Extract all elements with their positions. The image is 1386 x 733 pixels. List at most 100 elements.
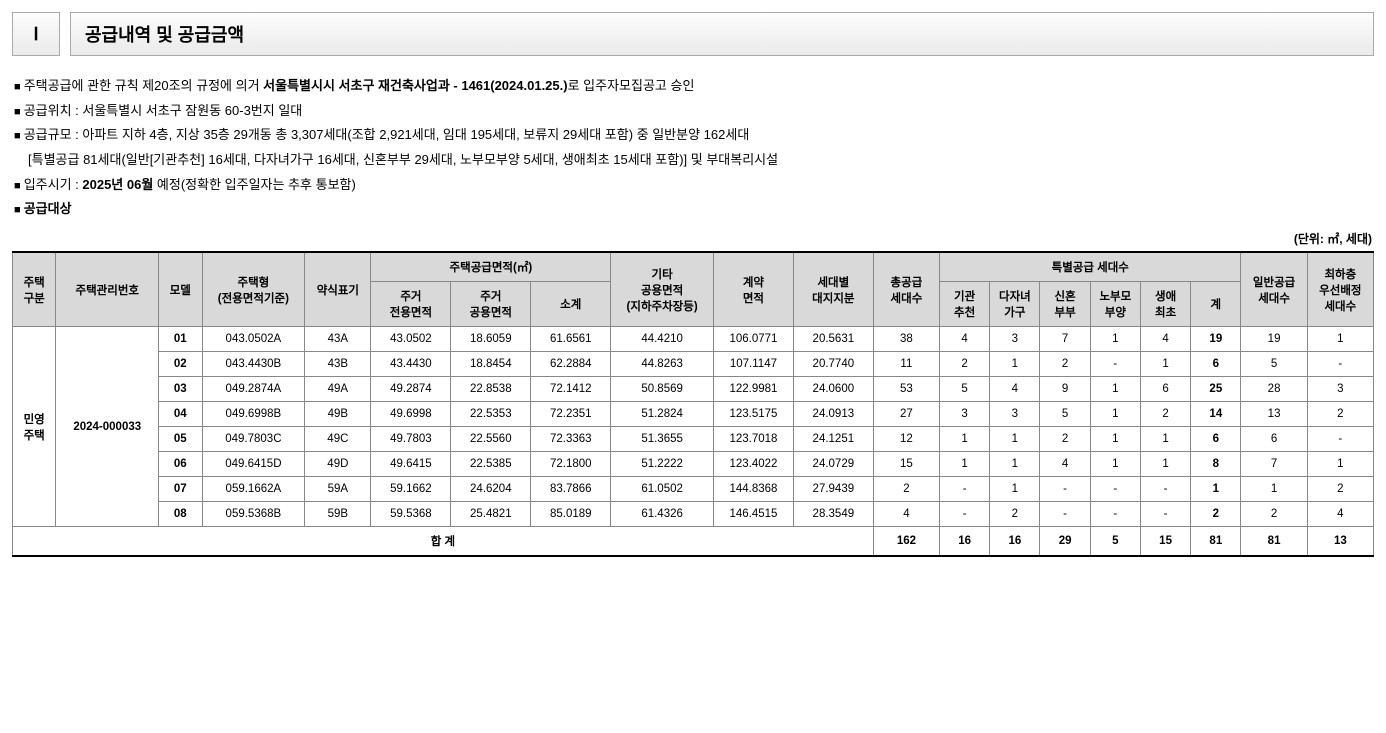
cell-sp-institution: 5 [940,377,990,402]
cell-model: 07 [159,477,202,502]
cell-common: 22.5353 [451,402,531,427]
cell-sp-elderly: - [1090,502,1140,527]
cell-other: 61.4326 [611,502,714,527]
table-row: 03049.2874A49A49.287422.853872.141250.85… [13,377,1374,402]
cell-sp-newlywed: - [1040,502,1090,527]
cell-general: 6 [1241,427,1307,452]
cell-lowest: - [1307,427,1373,452]
cell-land: 24.0729 [793,452,873,477]
cell-type: 059.1662A [202,477,305,502]
cell-lowest: - [1307,352,1373,377]
cell-abbr: 49D [305,452,371,477]
cell-sp-institution: 1 [940,452,990,477]
cell-sp-elderly: 1 [1090,452,1140,477]
th-other-area: 기타공용면적(지하주차장등) [611,252,714,327]
table-row: 04049.6998B49B49.699822.535372.235151.28… [13,402,1374,427]
cell-type: 049.2874A [202,377,305,402]
cell-sp-newlywed: 5 [1040,402,1090,427]
cell-lowest: 3 [1307,377,1373,402]
cell-other: 51.2824 [611,402,714,427]
cell-subtotal: 72.1412 [531,377,611,402]
intro-block: 주택공급에 관한 규칙 제20조의 규정에 의거 서울특별시시 서초구 재건축사… [14,74,1374,222]
cell-total-sp1: 16 [940,527,990,557]
table-row: 02043.4430B43B43.443018.845462.288444.82… [13,352,1374,377]
cell-land: 20.5631 [793,327,873,352]
intro-text: 주택공급에 관한 규칙 제20조의 규정에 의거 [24,78,263,93]
cell-land: 24.0913 [793,402,873,427]
cell-total-units: 2 [873,477,939,502]
cell-sp-elderly: 1 [1090,402,1140,427]
cell-sp-multichild: 3 [990,402,1040,427]
section-title: 공급내역 및 공급금액 [70,12,1374,56]
th-land-share: 세대별대지지분 [793,252,873,327]
cell-sp-sum: 8 [1191,452,1241,477]
cell-sp-multichild: 3 [990,327,1040,352]
th-exclusive-area: 주거전용면적 [371,282,451,327]
cell-exclusive: 43.4430 [371,352,451,377]
cell-sp-firsttime: 1 [1140,352,1190,377]
cell-general: 1 [1241,477,1307,502]
table-header: 주택구분 주택관리번호 모델 주택형(전용면적기준) 약식표기 주택공급면적(㎡… [13,252,1374,327]
cell-sp-institution: 1 [940,427,990,452]
cell-sp-institution: 3 [940,402,990,427]
cell-exclusive: 49.6415 [371,452,451,477]
cell-total-sp4: 5 [1090,527,1140,557]
intro-text: 로 입주자모집공고 승인 [568,78,695,93]
cell-exclusive: 43.0502 [371,327,451,352]
cell-total-units: 38 [873,327,939,352]
th-sp-elderly: 노부모부양 [1090,282,1140,327]
cell-sp-multichild: 1 [990,427,1040,452]
cell-sp-sum: 25 [1191,377,1241,402]
cell-lowest: 1 [1307,327,1373,352]
cell-other: 50.8569 [611,377,714,402]
cell-other: 44.8263 [611,352,714,377]
cell-land: 24.0600 [793,377,873,402]
cell-model: 04 [159,402,202,427]
supply-table: 주택구분 주택관리번호 모델 주택형(전용면적기준) 약식표기 주택공급면적(㎡… [12,251,1374,557]
intro-location: 공급위치 : 서울특별시 서초구 잠원동 60-3번지 일대 [14,99,1374,124]
cell-type: 059.5368B [202,502,305,527]
cell-type: 049.6998B [202,402,305,427]
cell-exclusive: 49.7803 [371,427,451,452]
th-sp-firsttime: 생애최초 [1140,282,1190,327]
cell-contract: 106.0771 [713,327,793,352]
cell-type: 043.4430B [202,352,305,377]
cell-sp-sum: 2 [1191,502,1241,527]
cell-land: 28.3549 [793,502,873,527]
intro-scale: 공급규모 : 아파트 지하 4층, 지상 35층 29개동 총 3,307세대(… [14,123,1374,148]
cell-sp-elderly: - [1090,352,1140,377]
cell-model: 01 [159,327,202,352]
cell-sp-institution: - [940,502,990,527]
cell-sp-multichild: 1 [990,452,1040,477]
cell-contract: 146.4515 [713,502,793,527]
cell-sp-newlywed: 2 [1040,352,1090,377]
cell-sp-firsttime: 2 [1140,402,1190,427]
cell-total-label: 합 계 [13,527,874,557]
cell-abbr: 49C [305,427,371,452]
cell-abbr: 43A [305,327,371,352]
cell-sp-multichild: 4 [990,377,1040,402]
cell-model: 06 [159,452,202,477]
cell-sp-sum: 19 [1191,327,1241,352]
table-total-row: 합 계162161629515818113 [13,527,1374,557]
cell-total-general: 81 [1241,527,1307,557]
cell-sp-institution: 2 [940,352,990,377]
cell-exclusive: 49.2874 [371,377,451,402]
table-row: 05049.7803C49C49.780322.556072.336351.36… [13,427,1374,452]
th-supply-area: 주택공급면적(㎡) [371,252,611,282]
cell-common: 18.6059 [451,327,531,352]
cell-sp-firsttime: - [1140,502,1190,527]
cell-exclusive: 59.1662 [371,477,451,502]
cell-subtotal: 61.6561 [531,327,611,352]
intro-text: 예정(정확한 입주일자는 추후 통보함) [153,177,356,192]
cell-sp-multichild: 1 [990,477,1040,502]
cell-total-units: 12 [873,427,939,452]
cell-abbr: 49A [305,377,371,402]
cell-lowest: 2 [1307,477,1373,502]
cell-contract: 144.8368 [713,477,793,502]
cell-total-sp5: 15 [1140,527,1190,557]
cell-subtotal: 83.7866 [531,477,611,502]
cell-common: 25.4821 [451,502,531,527]
section-header: Ⅰ 공급내역 및 공급금액 [12,12,1374,56]
th-lowest-floor: 최하층우선배정세대수 [1307,252,1373,327]
